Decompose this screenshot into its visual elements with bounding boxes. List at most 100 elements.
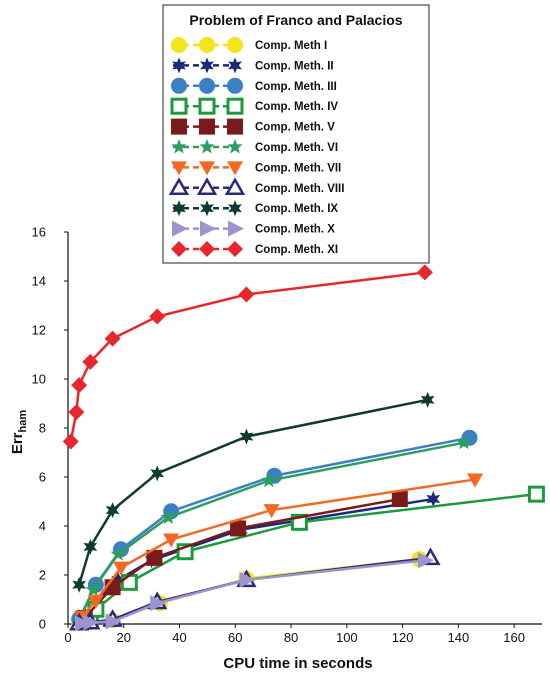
legend-label: Comp. Meth. VII [255, 162, 341, 174]
x-tick-label: 80 [284, 630, 298, 645]
legend-marker [227, 37, 243, 53]
data-point [150, 595, 167, 612]
y-tick-label: 10 [32, 372, 46, 387]
y-tick-label: 2 [39, 568, 46, 583]
y-tick-label: 12 [32, 323, 46, 338]
legend-item: Comp. Meth. IV [170, 97, 338, 115]
legend-marker [227, 118, 243, 135]
plot-axes: 0 20 40 60 80 100 120 140 160 0 2 4 6 8 10 12 14 16 [32, 225, 542, 645]
legend-label: Comp. Meth. III [255, 81, 337, 93]
data-point [160, 509, 176, 524]
data-point [83, 614, 100, 631]
legend-marker [228, 220, 244, 237]
x-tick-label: 0 [64, 630, 71, 645]
data-point [87, 594, 104, 609]
series-11 [62, 264, 433, 450]
data-point [68, 404, 85, 421]
legend-marker [168, 177, 190, 196]
legend-label: Comp. Meth. VIII [255, 183, 344, 195]
series-10 [74, 552, 434, 632]
x-axis-label: CPU time in seconds [223, 655, 372, 672]
data-point [105, 502, 120, 519]
legend-label: Comp. Meth. XI [255, 244, 338, 256]
legend-item: Comp. Meth. X [172, 220, 335, 237]
legend-marker [171, 139, 187, 154]
x-tick-label: 120 [392, 630, 414, 645]
data-point [230, 520, 247, 537]
x-tick-label: 60 [228, 630, 242, 645]
legend-marker [172, 220, 188, 237]
legend-marker [171, 118, 187, 135]
data-point [456, 434, 472, 450]
data-point [239, 571, 256, 588]
y-axis-label-main: Err [9, 432, 26, 454]
x-tick-label: 20 [117, 630, 131, 645]
legend-marker [228, 200, 242, 217]
legend-label: Comp. Meth. V [255, 122, 335, 134]
data-point [239, 428, 254, 445]
legend-label: Comp. Meth. IX [255, 203, 338, 215]
data-point [82, 353, 99, 370]
data-point [263, 504, 280, 519]
y-axis-label-sub: ham [17, 410, 29, 433]
series-2 [77, 491, 441, 623]
legend-item: Comp. Meth. XI [171, 241, 338, 257]
legend-label: Comp. Meth. VI [255, 142, 338, 154]
x-tick-label: 100 [336, 630, 358, 645]
series-9 [72, 391, 435, 593]
legend-item: Comp. Meth I [171, 37, 327, 53]
legend-title: Problem of Franco and Palacios [189, 12, 402, 28]
legend: Problem of Franco and Palacios Comp. Meth… [162, 4, 430, 264]
legend-item: Comp. Meth. VI [171, 139, 338, 154]
legend-marker [228, 57, 242, 74]
legend-marker [196, 177, 218, 196]
y-axis-label: Errham [9, 410, 29, 455]
series-line [83, 497, 434, 616]
series-line [77, 398, 428, 586]
legend-marker [171, 241, 187, 257]
legend-marker [227, 77, 243, 94]
series-7 [73, 473, 484, 625]
data-point [104, 330, 121, 347]
data-point [163, 533, 180, 548]
legend-marker [172, 200, 186, 217]
legend-label: Comp. Meth. X [255, 224, 335, 236]
data-point [62, 433, 79, 450]
legend-marker [171, 77, 187, 94]
legend-item: Comp. Meth. IX [172, 200, 338, 217]
data-point [105, 613, 122, 630]
legend-marker [199, 77, 215, 94]
legend-label: Comp. Meth I [255, 40, 327, 52]
y-tick-label: 4 [39, 519, 46, 534]
data-point [112, 561, 129, 576]
legend-label: Comp. Meth. IV [255, 101, 338, 113]
x-tick-label: 140 [448, 630, 470, 645]
data-point [83, 538, 98, 555]
data-point [417, 552, 434, 569]
data-point [261, 472, 277, 488]
data-point [146, 549, 163, 566]
legend-item: Comp. Meth. III [171, 77, 337, 94]
legend-marker [199, 241, 215, 257]
legend-marker [200, 200, 214, 217]
legend-marker [171, 37, 187, 53]
data-point [467, 473, 484, 488]
data-point [149, 308, 166, 325]
legend-marker [227, 241, 243, 257]
legend-marker [224, 177, 246, 196]
legend-marker [226, 97, 244, 115]
data-point [416, 264, 433, 281]
legend-marker [198, 97, 216, 115]
legend-marker [171, 161, 187, 176]
data-point [420, 391, 435, 408]
legend-marker [170, 97, 188, 115]
data-point [391, 491, 408, 508]
legend-marker [200, 220, 216, 237]
legend-marker [227, 161, 243, 176]
x-tick-label: 160 [503, 630, 525, 645]
data-point [150, 465, 165, 482]
legend-marker [199, 37, 215, 53]
y-tick-label: 8 [39, 421, 46, 436]
y-tick-label: 6 [39, 470, 46, 485]
